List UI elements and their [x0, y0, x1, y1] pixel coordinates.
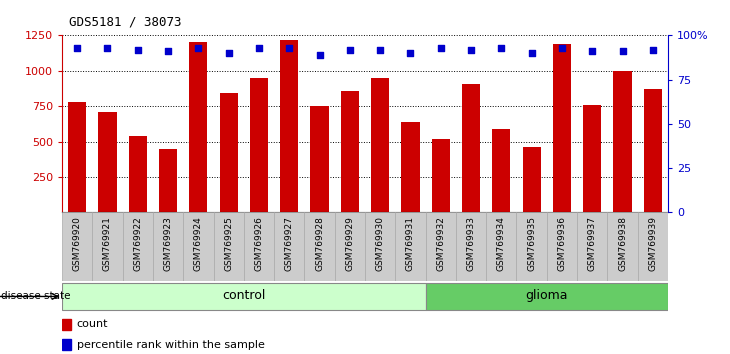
Bar [280, 40, 299, 212]
Point [374, 47, 386, 52]
Text: GSM769928: GSM769928 [315, 216, 324, 271]
Point [72, 45, 83, 51]
Bar [244, 212, 274, 281]
Text: glioma: glioma [526, 289, 568, 302]
Text: GSM769939: GSM769939 [648, 216, 657, 271]
Bar [492, 129, 510, 212]
Bar [426, 212, 456, 281]
Text: GSM769933: GSM769933 [466, 216, 475, 271]
Text: GSM769922: GSM769922 [134, 216, 142, 270]
Bar [62, 319, 72, 330]
Point [283, 45, 295, 51]
Text: control: control [222, 289, 266, 302]
Text: GSM769932: GSM769932 [437, 216, 445, 271]
Bar [607, 212, 638, 281]
Point [193, 45, 204, 51]
Bar [335, 212, 365, 281]
Bar [274, 212, 304, 281]
Bar [62, 283, 426, 310]
Bar [93, 212, 123, 281]
Text: GSM769935: GSM769935 [527, 216, 536, 271]
Bar [371, 78, 389, 212]
Bar [517, 212, 547, 281]
Bar [486, 212, 517, 281]
Bar [644, 89, 662, 212]
Bar [462, 84, 480, 212]
Bar [583, 105, 602, 212]
Text: GSM769926: GSM769926 [255, 216, 264, 271]
Text: GSM769921: GSM769921 [103, 216, 112, 271]
Bar [62, 212, 93, 281]
Bar [123, 212, 153, 281]
Bar [62, 339, 72, 350]
Point [496, 45, 507, 51]
Bar [304, 212, 335, 281]
Text: GSM769923: GSM769923 [164, 216, 172, 271]
Point [314, 52, 326, 58]
Bar [310, 106, 328, 212]
Bar [396, 212, 426, 281]
Text: GSM769937: GSM769937 [588, 216, 596, 271]
Text: GSM769934: GSM769934 [497, 216, 506, 271]
Bar [341, 91, 359, 212]
Text: count: count [77, 319, 108, 330]
Bar [159, 149, 177, 212]
Bar [553, 44, 571, 212]
Bar [220, 93, 238, 212]
Point [162, 48, 174, 54]
Point [617, 48, 629, 54]
Point [526, 50, 537, 56]
Bar [153, 212, 183, 281]
Point [344, 47, 356, 52]
Text: GSM769924: GSM769924 [194, 216, 203, 270]
Text: percentile rank within the sample: percentile rank within the sample [77, 339, 264, 350]
Point [253, 45, 265, 51]
Bar [613, 71, 631, 212]
Point [223, 50, 234, 56]
Bar [431, 139, 450, 212]
Text: GSM769929: GSM769929 [345, 216, 354, 271]
Text: GSM769925: GSM769925 [224, 216, 233, 271]
Bar [456, 212, 486, 281]
Bar [365, 212, 396, 281]
Bar [638, 212, 668, 281]
Bar [68, 102, 86, 212]
Bar [426, 283, 668, 310]
Point [132, 47, 144, 52]
Text: disease state: disease state [1, 291, 70, 302]
Text: GDS5181 / 38073: GDS5181 / 38073 [69, 16, 182, 29]
Bar [189, 42, 207, 212]
Point [556, 45, 568, 51]
Text: GSM769938: GSM769938 [618, 216, 627, 271]
Bar [577, 212, 607, 281]
Bar [183, 212, 214, 281]
Text: GSM769931: GSM769931 [406, 216, 415, 271]
Text: GSM769927: GSM769927 [285, 216, 293, 271]
Text: GSM769920: GSM769920 [73, 216, 82, 271]
Bar [547, 212, 577, 281]
Bar [250, 78, 268, 212]
Point [647, 47, 658, 52]
Bar [214, 212, 244, 281]
Text: GSM769936: GSM769936 [558, 216, 566, 271]
Bar [128, 136, 147, 212]
Point [465, 47, 477, 52]
Point [435, 45, 447, 51]
Point [404, 50, 416, 56]
Bar [523, 147, 541, 212]
Point [101, 45, 113, 51]
Point [586, 48, 598, 54]
Bar [99, 112, 117, 212]
Bar [402, 122, 420, 212]
Text: GSM769930: GSM769930 [376, 216, 385, 271]
